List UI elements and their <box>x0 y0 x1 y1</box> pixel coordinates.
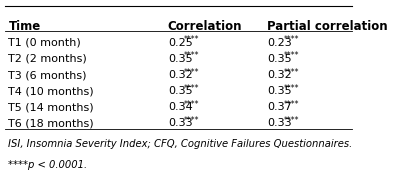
Text: T6 (18 months): T6 (18 months) <box>8 118 94 129</box>
Text: ****: **** <box>283 35 299 44</box>
Text: 0.35: 0.35 <box>267 54 292 64</box>
Text: ****: **** <box>283 116 299 125</box>
Text: 0.34: 0.34 <box>168 102 192 112</box>
Text: ****: **** <box>283 100 299 109</box>
Text: Correlation: Correlation <box>168 20 242 33</box>
Text: T3 (6 months): T3 (6 months) <box>8 70 87 80</box>
Text: 0.23: 0.23 <box>267 38 292 48</box>
Text: ****: **** <box>184 100 200 109</box>
Text: 0.35: 0.35 <box>168 54 192 64</box>
Text: 0.25: 0.25 <box>168 38 192 48</box>
Text: T4 (10 months): T4 (10 months) <box>8 86 94 96</box>
Text: ****: **** <box>184 35 200 44</box>
Text: Partial correlation: Partial correlation <box>267 20 388 33</box>
Text: ****p < 0.0001.: ****p < 0.0001. <box>8 160 88 170</box>
Text: 0.32: 0.32 <box>168 70 192 80</box>
Text: 0.33: 0.33 <box>267 118 292 129</box>
Text: ****: **** <box>283 67 299 76</box>
Text: ****: **** <box>184 52 200 61</box>
Text: T1 (0 month): T1 (0 month) <box>8 38 81 48</box>
Text: Time: Time <box>8 20 41 33</box>
Text: 0.35: 0.35 <box>267 86 292 96</box>
Text: T5 (14 months): T5 (14 months) <box>8 102 94 112</box>
Text: 0.35: 0.35 <box>168 86 192 96</box>
Text: 0.33: 0.33 <box>168 118 192 129</box>
Text: ****: **** <box>184 116 200 125</box>
Text: T2 (2 months): T2 (2 months) <box>8 54 87 64</box>
Text: ****: **** <box>184 67 200 76</box>
Text: 0.37: 0.37 <box>267 102 292 112</box>
Text: ISI, Insomnia Severity Index; CFQ, Cognitive Failures Questionnaires.: ISI, Insomnia Severity Index; CFQ, Cogni… <box>8 139 353 149</box>
Text: 0.32: 0.32 <box>267 70 292 80</box>
Text: ****: **** <box>283 84 299 93</box>
Text: ****: **** <box>184 84 200 93</box>
Text: ****: **** <box>283 52 299 61</box>
